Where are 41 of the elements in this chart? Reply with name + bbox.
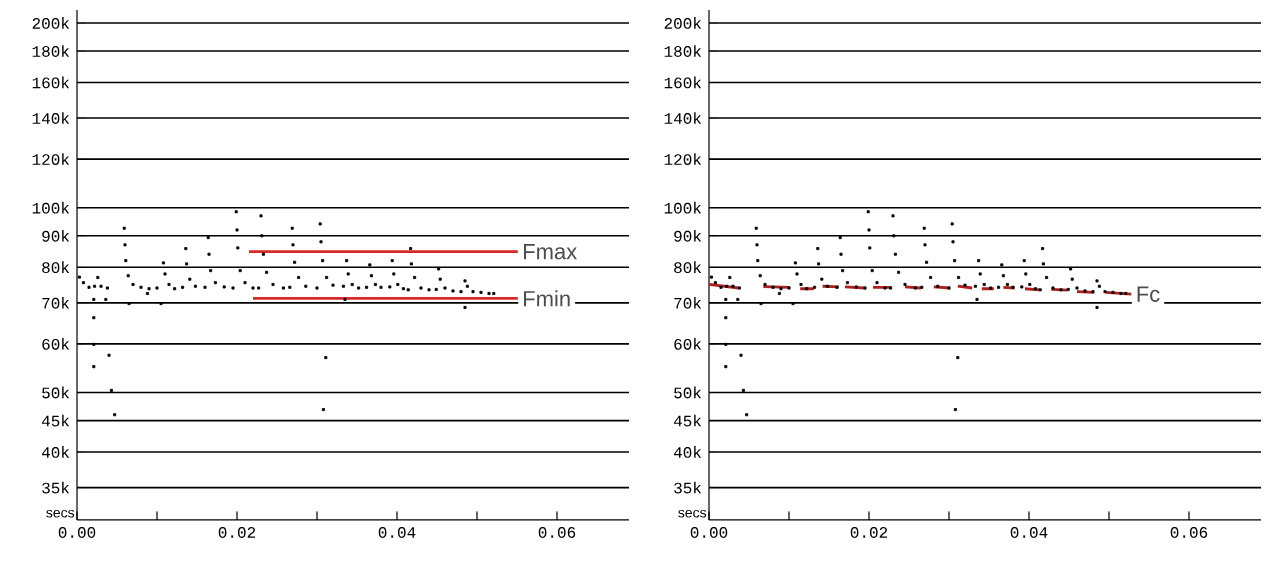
y-tick-label: 120k [664, 153, 702, 166]
y-tick-label: 35k [42, 481, 70, 494]
y-tick-label: 40k [41, 446, 70, 458]
x-tick-label: 0.06 [538, 527, 576, 538]
y-tick-label: 70k [42, 296, 70, 309]
y-tick-label: 80k [42, 261, 70, 274]
y-tick-label: 45k [41, 414, 70, 427]
x-tick-label: 0.02 [850, 527, 888, 538]
y-tick-label: 90k [674, 229, 702, 242]
y-tick-label: 140k [32, 112, 70, 124]
y-tick-label: 50k [42, 386, 70, 399]
y-tick-label: 50k [674, 386, 702, 399]
y-tick-label: 100k [32, 201, 70, 214]
y-tick-label: 40k [673, 446, 702, 458]
y-tick-label: 160k [32, 76, 70, 89]
series-label: Fmax [524, 244, 577, 260]
y-tick-label: 140k [664, 112, 702, 124]
y-tick-label: 60k [42, 338, 70, 350]
y-tick-label: 100k [664, 201, 702, 214]
x-tick-label: 0.00 [690, 527, 728, 538]
y-tick-label: 90k [42, 229, 70, 242]
x-axis-title: secs [678, 509, 707, 518]
y-tick-label: 70k [674, 296, 702, 309]
series-label: Fc [1137, 286, 1160, 302]
x-tick-label: 0.06 [1170, 527, 1208, 538]
y-tick-label: 45k [673, 414, 702, 427]
series-label: Fmin [524, 290, 570, 307]
y-tick-label: 80k [674, 261, 702, 274]
x-axis-title: secs [46, 509, 75, 518]
y-tick-label: 200k [664, 17, 702, 29]
y-tick-label: 160k [664, 76, 702, 89]
y-tick-label: 180k [32, 45, 70, 57]
y-tick-label: 60k [674, 338, 702, 350]
y-tick-label: 180k [664, 45, 702, 57]
x-tick-label: 0.00 [58, 527, 96, 538]
x-tick-label: 0.04 [378, 527, 416, 538]
y-tick-label: 35k [674, 481, 702, 494]
y-tick-label: 200k [32, 17, 70, 29]
x-tick-label: 0.04 [1010, 527, 1048, 538]
x-tick-label: 0.02 [218, 527, 256, 538]
y-tick-label: 120k [32, 153, 70, 166]
